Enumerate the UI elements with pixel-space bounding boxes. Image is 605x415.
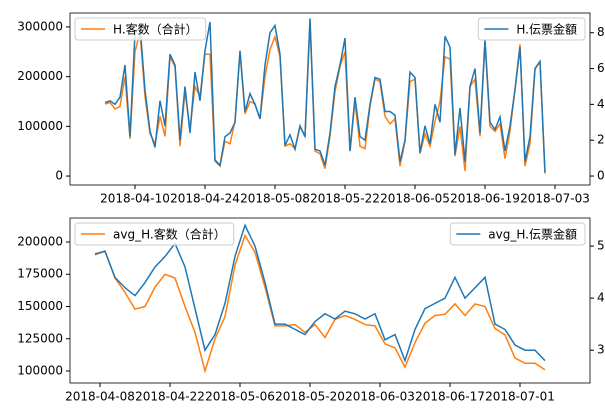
y-tick-label: 175000 [17,267,63,281]
x-tick-label: 2018-05-22 [310,192,380,206]
series-line [104,21,546,174]
x-tick-label: 2018-04-08 [65,390,135,404]
legend: avg_H.伝票金額 [449,222,586,246]
legend-box [449,222,586,246]
legend-box [477,17,586,41]
series-line [104,18,546,173]
x-tick-label: 2018-07-03 [520,192,590,206]
x-tick-label: 2018-06-03 [345,390,415,404]
series-line [94,223,546,363]
legend: H.客数（合計） [74,17,207,41]
y-tick-label: 100000 [17,364,63,378]
y2-tick-label: 0 [597,169,605,183]
plot-frame [69,12,591,186]
x-tick-label: 2018-05-08 [240,192,310,206]
y-tick-label: 300000 [17,19,63,33]
legend-box [74,17,207,41]
x-tick-label: 2018-04-22 [135,390,205,404]
legend-label: H.伝票金額 [516,22,577,37]
x-tick-label: 2018-06-19 [450,192,520,206]
legend-label: avg_H.伝票金額 [488,227,577,242]
x-tick-label: 2018-05-06 [205,390,275,404]
legend-label: H.客数（合計） [113,22,198,37]
x-tick-label: 2018-06-17 [415,390,485,404]
x-tick-label: 2018-07-01 [485,390,555,404]
x-tick-label: 2018-05-20 [275,390,345,404]
y-tick-label: 200000 [17,69,63,83]
y2-tick-label: 20 [597,133,605,147]
y-tick-label: 0 [55,169,63,183]
legend-box [74,222,235,246]
y2-tick-label: 50 [597,239,605,253]
x-tick-label: 2018-04-10 [100,192,170,206]
y2-tick-label: 60 [597,61,605,75]
y-tick-label: 125000 [17,331,63,345]
x-tick-label: 2018-04-24 [170,192,240,206]
y-tick-label: 150000 [17,299,63,313]
series-line [94,233,546,374]
y2-tick-label: 40 [597,97,605,111]
y2-tick-label: 80 [597,25,605,39]
x-tick-label: 2018-06-05 [380,192,450,206]
legend: H.伝票金額 [477,17,586,41]
y2-tick-label: 40 [597,291,605,305]
legend-label: avg_H.客数（合計） [113,227,226,242]
legend: avg_H.客数（合計） [74,222,235,246]
y-tick-label: 200000 [17,234,63,248]
y-tick-label: 100000 [17,119,63,133]
y2-tick-label: 30 [597,343,605,357]
plot-frame [69,217,591,384]
